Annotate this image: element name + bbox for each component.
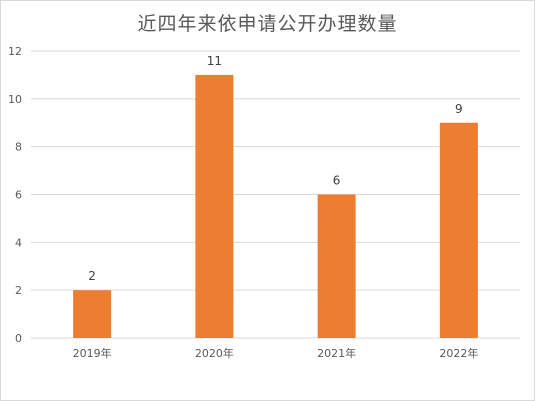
data-label: 6: [333, 174, 341, 188]
y-tick-label: 12: [8, 45, 22, 58]
y-tick-label: 8: [15, 141, 22, 154]
x-tick-label: 2019年: [73, 346, 112, 360]
bar: [317, 194, 356, 338]
chart-title: 近四年来依申请公开办理数量: [137, 13, 398, 35]
x-tick-label: 2021年: [317, 346, 356, 360]
bar: [195, 74, 234, 339]
bar: [73, 290, 112, 338]
data-label: 11: [207, 54, 222, 68]
y-tick-label: 2: [15, 284, 22, 297]
data-label: 9: [455, 102, 463, 116]
data-label: 2: [88, 269, 96, 283]
y-tick-label: 6: [15, 189, 22, 202]
bar: [439, 122, 478, 338]
y-tick-label: 4: [15, 236, 22, 249]
y-tick-label: 0: [15, 332, 22, 345]
y-tick-label: 10: [8, 93, 22, 106]
x-tick-label: 2022年: [439, 346, 478, 360]
x-tick-label: 2020年: [195, 346, 234, 360]
